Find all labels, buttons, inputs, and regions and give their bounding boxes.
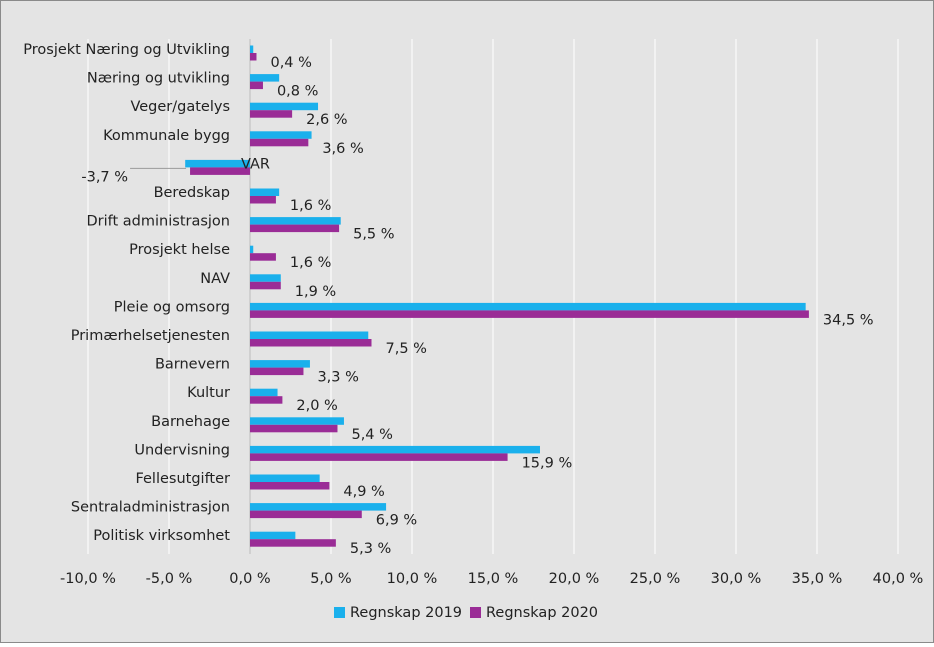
bar-regnskap-2019 [250, 388, 278, 397]
category-label: Næring og utvikling [87, 71, 230, 87]
bar-regnskap-2020 [250, 281, 281, 290]
data-label: 3,6 % [322, 141, 363, 157]
bar-regnskap-2019 [250, 417, 344, 425]
data-label: 5,3 % [350, 541, 391, 557]
x-tick-label: 35,0 % [792, 571, 843, 587]
bar-regnskap-2019 [250, 474, 320, 482]
category-label: Sentraladministrasjon [71, 500, 230, 516]
category-label: Kultur [187, 385, 230, 401]
labels: -10,0 % -5,0 % 0,0 % 5,0 % 10,0 % 15,0 % 20,0 … [23, 42, 923, 587]
category-label: Drift administrasjon [87, 214, 231, 230]
category-label: Undervisning [134, 442, 230, 458]
data-label: 7,5 % [386, 341, 427, 357]
bar-regnskap-2019 [250, 445, 540, 454]
bar-regnskap-2020 [250, 224, 340, 233]
legend-swatch [470, 607, 481, 618]
x-tick-label: 15,0 % [468, 571, 519, 587]
data-label: 4,9 % [343, 484, 384, 500]
x-tick-label: 0,0 % [229, 571, 270, 587]
data-label: -3,7 % [81, 169, 128, 185]
x-tick-label: 20,0 % [549, 571, 600, 587]
bar-regnskap-2020 [250, 138, 309, 147]
legend: Regnskap 2019 Regnskap 2020 [334, 605, 598, 621]
bar-regnskap-2020 [250, 510, 362, 519]
bar-regnskap-2019 [250, 188, 280, 196]
category-label: Primærhelsetjenesten [71, 328, 230, 344]
legend-label: Regnskap 2019 [350, 605, 462, 621]
data-label: 5,5 % [353, 227, 394, 243]
bar-regnskap-2019 [250, 274, 281, 282]
data-label: 2,6 % [306, 112, 347, 128]
bar-regnskap-2020 [250, 53, 257, 61]
bar-regnskap-2019 [250, 360, 310, 368]
data-label: 3,3 % [317, 370, 358, 386]
category-label: Barnevern [155, 357, 230, 373]
bar-regnskap-2020 [250, 367, 304, 376]
data-label: 1,6 % [290, 255, 331, 271]
data-label: 34,5 % [823, 312, 874, 328]
data-label: 0,8 % [277, 84, 318, 100]
bar-regnskap-2019 [250, 503, 387, 511]
bar-regnskap-2019 [250, 102, 319, 111]
bar-regnskap-2019 [250, 131, 312, 139]
bar-regnskap-2019 [250, 531, 296, 540]
bar-regnskap-2020 [250, 81, 263, 90]
category-label: VAR [241, 156, 270, 172]
data-label: 1,9 % [295, 284, 336, 300]
legend-label: Regnskap 2020 [486, 605, 598, 621]
data-label: 0,4 % [270, 55, 311, 71]
bar-regnskap-2019 [250, 302, 806, 311]
category-label: Pleie og omsorg [114, 299, 230, 315]
category-label: Kommunale bygg [103, 128, 230, 144]
x-tick-label: -5,0 % [146, 571, 193, 587]
bar-regnskap-2019 [250, 45, 254, 53]
category-label: Beredskap [154, 185, 230, 201]
bar-regnskap-2020 [250, 110, 293, 118]
x-tick-label: 10,0 % [387, 571, 438, 587]
gridlines [87, 39, 899, 554]
bar-regnskap-2020 [250, 424, 338, 433]
x-tick-label: 25,0 % [630, 571, 681, 587]
category-label: Politisk virksomhet [93, 528, 230, 544]
bar-regnskap-2019 [185, 159, 250, 168]
bar-regnskap-2020 [250, 339, 372, 347]
category-label: Barnehage [151, 414, 230, 430]
bar-regnskap-2020 [250, 539, 336, 547]
bars [185, 45, 809, 547]
x-tick-label: 40,0 % [873, 571, 924, 587]
category-label: Veger/gatelys [130, 99, 230, 115]
legend-swatch [334, 607, 345, 618]
bar-regnskap-2020 [250, 396, 283, 404]
x-tick-label: 5,0 % [310, 571, 351, 587]
bar-regnskap-2020 [250, 253, 276, 261]
data-label: 1,6 % [290, 198, 331, 214]
data-label: 6,9 % [376, 513, 417, 529]
data-label: 5,4 % [351, 427, 392, 443]
category-label: NAV [200, 271, 230, 287]
category-label: Fellesutgifter [135, 471, 230, 487]
bar-regnskap-2019 [250, 245, 254, 254]
bar-regnskap-2020 [250, 482, 330, 490]
x-tick-label: -10,0 % [60, 571, 116, 587]
bar-regnskap-2019 [250, 217, 341, 225]
x-tick-label: 30,0 % [711, 571, 762, 587]
bar-regnskap-2019 [250, 74, 280, 82]
bar-regnskap-2019 [250, 331, 369, 339]
bar-regnskap-2020 [250, 196, 276, 204]
data-label: 2,0 % [296, 398, 337, 414]
bar-regnskap-2020 [250, 310, 809, 318]
category-label: Prosjekt Næring og Utvikling [23, 42, 230, 58]
bar-regnskap-2020 [250, 453, 508, 461]
category-label: Prosjekt helse [129, 242, 230, 258]
data-label: 15,9 % [522, 455, 573, 471]
bar-regnskap-2020 [190, 167, 250, 175]
